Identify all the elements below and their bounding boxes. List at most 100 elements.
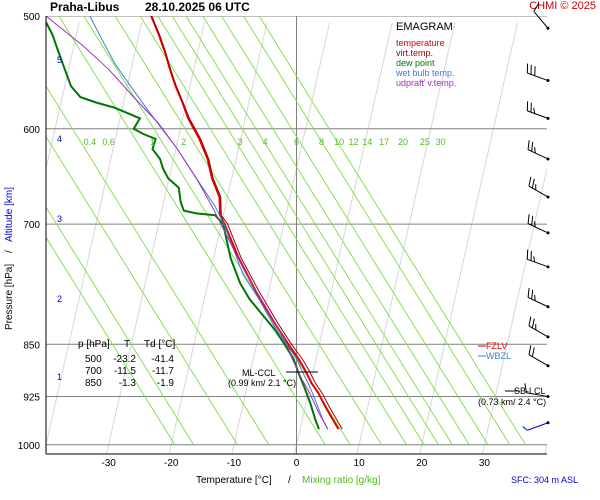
mixing-ratio-label: 4 — [263, 137, 268, 147]
series-dew-point — [46, 20, 320, 430]
legend-temperature: temperature — [396, 38, 445, 48]
series-virt-temp- — [151, 16, 343, 430]
wind-barb-base — [546, 79, 550, 83]
y-axis-title-separator: / — [4, 250, 15, 253]
adiabat-line — [481, 166, 547, 454]
wbzl-label: WBZL — [486, 351, 511, 361]
wind-barb-flag — [534, 294, 536, 301]
wind-barb — [526, 249, 550, 269]
mixing-ratio-label: 6 — [294, 137, 299, 147]
legend: EMAGRAM temperature virt.temp. dew point… — [395, 21, 456, 88]
adiabat-line — [231, 22, 331, 454]
wind-barb-flag — [534, 147, 536, 154]
legend-updraft: udprafť v.temp. — [396, 78, 456, 88]
wind-barb-base — [546, 421, 550, 425]
profile-series — [46, 16, 343, 430]
wind-barb-base — [546, 157, 550, 161]
x-axis-title-separator: / — [288, 475, 291, 486]
grid-layer — [46, 16, 547, 454]
pressure-tick-label: 925 — [23, 393, 40, 404]
station-name: Praha-Libus — [50, 0, 120, 14]
annotations: ML-CCL (0.99 km/ 2.1 °C) SB-LCL (0.73 km… — [228, 341, 578, 485]
pressure-tick-label: 600 — [23, 125, 40, 136]
mixing-ratio-line — [221, 16, 489, 446]
wind-barb-flag — [527, 214, 530, 224]
mixing-ratio-label: 20 — [398, 137, 408, 147]
mixing-ratio-label: 10 — [334, 137, 344, 147]
wind-barb — [526, 63, 550, 83]
mixing-ratio-line — [114, 16, 382, 446]
wind-barb-base — [546, 395, 550, 399]
table-cell: 500 — [85, 354, 102, 365]
mixing-ratio-label: 25 — [420, 137, 430, 147]
adiabat-line — [106, 22, 205, 454]
wind-barb-base — [546, 305, 550, 309]
wind-barb-flag — [534, 221, 536, 228]
series-temperature — [150, 16, 340, 430]
legend-virt-temp: virt.temp. — [396, 48, 433, 58]
mixing-ratio-line — [185, 16, 453, 446]
wind-barb — [522, 421, 550, 431]
mixing-ratio-label: 14 — [362, 137, 372, 147]
wind-barb-staff — [527, 422, 549, 431]
wind-barb — [527, 140, 550, 161]
table-header-td: Td [°C] — [144, 339, 175, 350]
pressure-tick-label: 850 — [23, 340, 40, 351]
temperature-tick-label: -20 — [164, 458, 179, 469]
wind-barb — [528, 176, 550, 199]
series-udpraf-v-temp- — [46, 16, 329, 430]
wind-barb-flag — [527, 140, 530, 150]
wind-barb-flag — [531, 289, 534, 300]
pressure-tick-label: 700 — [23, 220, 40, 231]
mixing-ratio-line — [202, 16, 470, 446]
wind-barb-flag — [528, 316, 532, 327]
wind-barb-flag — [531, 141, 534, 152]
y-axis-title: Pressure [hPa] / Altitude [km] — [4, 187, 15, 330]
wind-barbs — [522, 3, 550, 431]
wind-barb-flag — [531, 178, 535, 189]
adiabat-line — [293, 22, 393, 454]
wind-barb-base — [546, 335, 550, 339]
mixing-ratio-line — [46, 135, 238, 446]
altitude-tick-label: 4 — [57, 134, 62, 144]
wind-barb-base — [546, 116, 550, 120]
mixing-ratio-line — [46, 206, 195, 446]
pressure-tick-label: 500 — [23, 12, 40, 23]
mixing-ratio-line — [46, 85, 270, 446]
wind-barb — [528, 345, 550, 368]
adiabat-line — [168, 22, 268, 454]
wind-barb-flag — [533, 3, 540, 12]
mixing-ratio-line — [242, 16, 511, 446]
altitude-tick-label: 2 — [57, 294, 62, 304]
temperature-tick-label: 10 — [354, 458, 366, 469]
wind-barb — [528, 316, 550, 339]
table-header-t: T — [124, 339, 130, 350]
wind-barb — [527, 287, 550, 309]
mixing-ratio-label: 0.6 — [102, 137, 115, 147]
x-axis-title: Temperature [°C] / Mixing ratio [g/kg] — [196, 475, 381, 486]
level-table: p [hPa] T Td [°C] 500 -23.2 -41.4 700 -1… — [78, 339, 175, 389]
mixing-ratio-line — [157, 16, 425, 446]
altitude-tick-label: 5 — [57, 55, 62, 65]
x-axis-title-mixing: Mixing ratio [g/kg] — [302, 475, 381, 486]
wind-barb-flag — [533, 256, 536, 263]
table-cell: 700 — [85, 366, 102, 377]
wind-barb — [527, 214, 550, 235]
mixing-ratio-label: 3 — [238, 137, 243, 147]
wind-barb-flag — [531, 215, 534, 226]
adiabat-line — [46, 22, 80, 171]
wind-barb-base — [546, 195, 550, 199]
wind-barb-staff — [533, 11, 549, 29]
wind-barb-flag — [524, 383, 527, 393]
wind-barb-flag — [533, 107, 536, 114]
altitude-tick-label: 3 — [57, 214, 62, 224]
wind-barb-base — [546, 26, 550, 30]
ml-ccl-value: (0.99 km/ 2.1 °C) — [228, 378, 296, 388]
wind-barb — [533, 3, 550, 30]
sfc-label: SFC: 304 m ASL — [511, 475, 578, 485]
sounding-datetime: 28.10.2025 06 UTC — [145, 0, 250, 14]
y-axis-title-pressure: Pressure [hPa] — [4, 264, 15, 330]
sb-lcl-value: (0.73 km/ 2.4 °C) — [478, 397, 546, 407]
y-axis-title-altitude: Altitude [km] — [4, 187, 15, 242]
table-cell: -1.3 — [119, 378, 137, 389]
